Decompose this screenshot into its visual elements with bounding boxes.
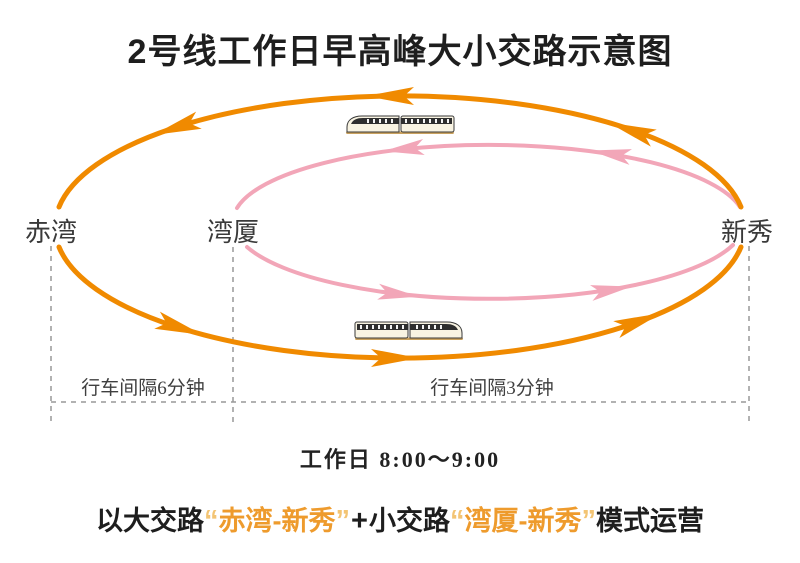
footer-plus: + xyxy=(351,505,368,537)
quote-close-small: ” xyxy=(581,505,596,537)
flow-arrow-icon xyxy=(366,87,414,105)
small-loop-bottom-arc xyxy=(245,243,735,301)
station-label-xinxiu: 新秀 xyxy=(720,218,774,247)
quote-open-small: “ xyxy=(449,505,465,537)
footer-route-large: 赤湾-新秀 xyxy=(218,506,336,536)
footer-note: 以大交路“赤湾-新秀”+小交路“湾厦-新秀”模式运营 xyxy=(0,499,800,538)
small-loop-arrows xyxy=(377,139,633,301)
flow-arrow-icon xyxy=(154,311,203,336)
interval-label-large-loop: 行车间隔6分钟 xyxy=(81,378,205,399)
flow-arrow-icon xyxy=(589,285,632,301)
large-loop-arrows xyxy=(153,87,662,367)
quote-close-large: ” xyxy=(335,505,351,537)
train-icon-top xyxy=(345,115,455,135)
footer-small-prefix: 小交路 xyxy=(368,506,450,536)
small-loop-top-arc xyxy=(235,142,742,210)
footer-prefix: 以大交路 xyxy=(96,506,205,536)
page-title: 2号线工作日早高峰大小交路示意图 xyxy=(127,33,673,71)
quote-open-large: “ xyxy=(204,505,219,537)
footer-route-small: 湾厦-新秀 xyxy=(464,506,582,536)
station-label-chiwan: 赤湾 xyxy=(24,218,78,247)
flow-arrow-icon xyxy=(371,349,419,367)
flow-arrow-icon xyxy=(153,111,202,136)
interval-label-small-loop: 行车间隔3分钟 xyxy=(430,378,554,399)
flow-arrow-icon xyxy=(613,313,662,338)
dashed-guides xyxy=(50,246,750,424)
large-loop-bottom-arc xyxy=(56,244,744,361)
footer-suffix: 模式运营 xyxy=(595,506,704,536)
small-loop-path xyxy=(235,142,742,301)
flow-arrow-icon xyxy=(377,283,419,300)
flow-arrow-icon xyxy=(383,139,425,155)
flow-arrow-icon xyxy=(608,122,657,147)
station-label-wanxia: 湾厦 xyxy=(206,218,260,247)
time-note: 工作日 8:00～9:00 xyxy=(299,447,501,472)
flow-arrow-icon xyxy=(590,149,633,165)
train-icon-bottom xyxy=(354,321,464,341)
